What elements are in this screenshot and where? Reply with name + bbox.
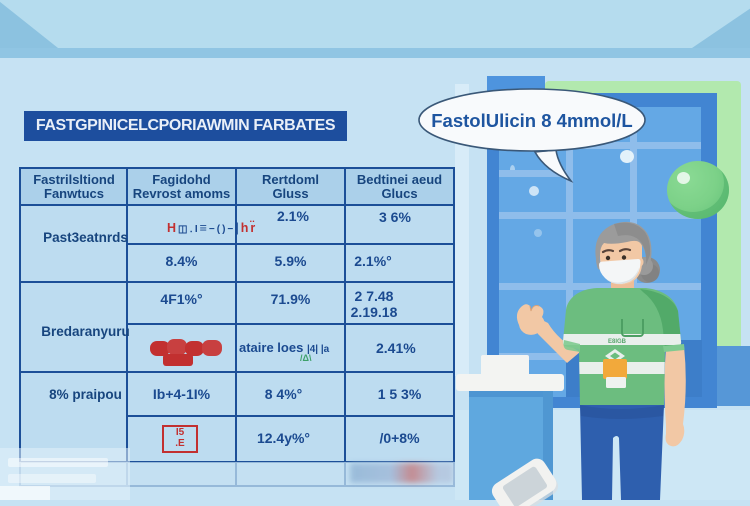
svg-text:FastolUlicin 8 4mmol/L: FastolUlicin 8 4mmol/L (431, 110, 633, 131)
svg-text:E8IGB: E8IGB (608, 339, 627, 345)
